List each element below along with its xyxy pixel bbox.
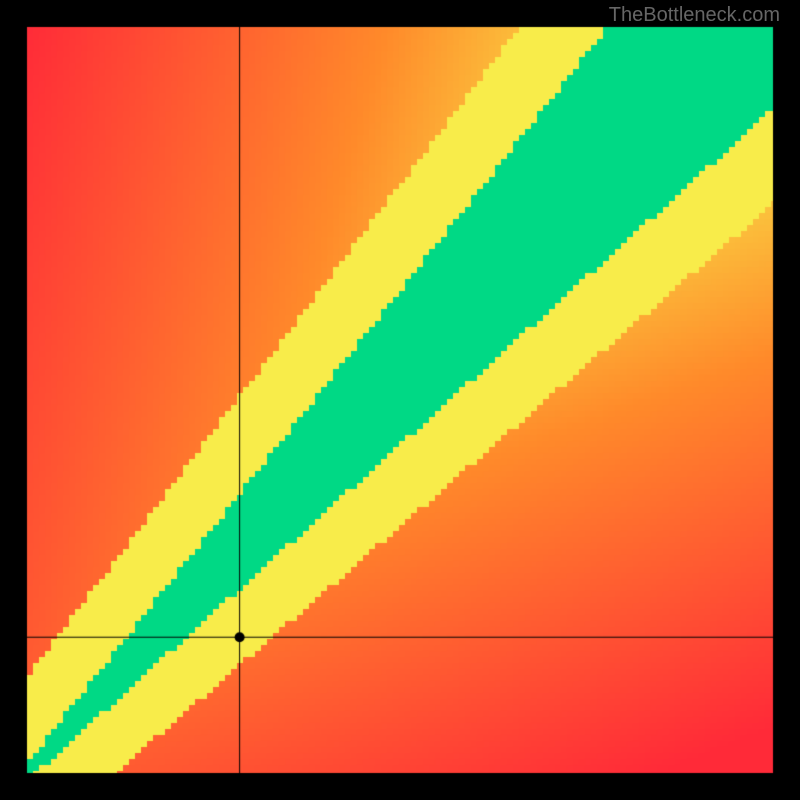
attribution-text: TheBottleneck.com [609, 4, 780, 27]
bottleneck-heatmap-canvas [0, 0, 800, 800]
chart-container: TheBottleneck.com [0, 0, 800, 800]
